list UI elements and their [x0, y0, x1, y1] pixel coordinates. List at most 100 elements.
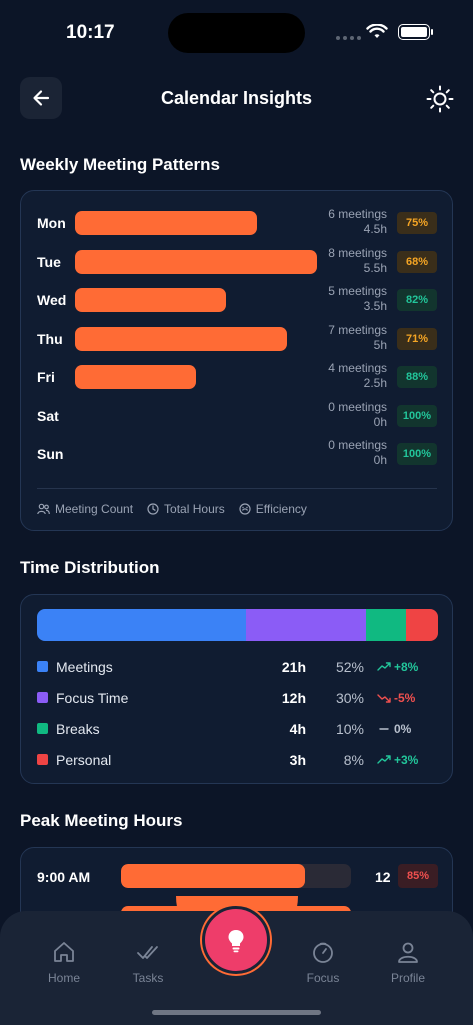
- peak-bar-fill: [121, 864, 305, 888]
- distribution-name: Breaks: [56, 721, 100, 737]
- weekday-bar: [75, 365, 196, 389]
- trend-flat-icon: [379, 728, 389, 730]
- distribution-hours: 4h: [289, 721, 306, 737]
- tab-profile[interactable]: Profile: [378, 939, 438, 985]
- distribution-trend: -5%: [377, 691, 415, 705]
- distribution-percent: 30%: [335, 690, 364, 706]
- trend-up-icon: [377, 755, 391, 764]
- peak-time: 9:00 AM: [37, 869, 91, 885]
- efficiency-badge: 82%: [397, 289, 437, 311]
- weekday-meetings: 8 meetings 5.5h: [328, 245, 387, 275]
- weekday-row: Fri 4 meetings 2.5h 88%: [37, 360, 437, 394]
- distribution-card: Meetings 21h 52% +8% Focus Time 12h 30% -5% Brea…: [20, 594, 453, 784]
- weekday-bar: [75, 326, 287, 351]
- peak-count: 12: [375, 869, 391, 885]
- lightbulb-icon: [228, 930, 244, 953]
- weekday-label: Wed: [37, 292, 67, 308]
- distribution-trend: +8%: [377, 660, 418, 674]
- trend-up-icon: [377, 662, 391, 671]
- weekly-card: Mon 6 meetings 4.5h 75% Tue 8 meetings 5.5h 68%…: [20, 190, 453, 531]
- distribution-percent: 8%: [343, 752, 364, 768]
- peak-percent-badge: 85%: [398, 864, 438, 888]
- distribution-trend: +3%: [377, 753, 418, 767]
- sun-icon[interactable]: [425, 84, 455, 114]
- dynamic-island: [168, 13, 305, 53]
- clock-icon: [147, 503, 159, 515]
- efficiency-badge: 100%: [397, 404, 437, 427]
- signal-icon: [336, 36, 361, 40]
- battery-icon: [398, 24, 433, 40]
- weekday-meetings: 6 meetings 4.5h: [328, 207, 387, 236]
- tab-focus[interactable]: Focus: [293, 939, 353, 985]
- weekday-bar: [75, 211, 257, 235]
- peak-bar-track: [121, 864, 351, 888]
- app-header: Calendar Insights: [0, 76, 473, 120]
- weekday-meetings: 5 meetings 3.5h: [328, 284, 387, 313]
- distribution-segment: [405, 609, 438, 641]
- insights-fab-button[interactable]: [202, 906, 270, 974]
- weekday-row: Thu 7 meetings 5h 71%: [37, 322, 437, 356]
- weekday-meetings: 0 meetings 0h: [328, 399, 387, 429]
- users-icon: [37, 503, 50, 515]
- distribution-swatch: [37, 754, 48, 765]
- legend-total-hours: Total Hours: [147, 502, 225, 516]
- status-time: 10:17: [66, 22, 115, 43]
- distribution-row: Meetings 21h 52% +8%: [37, 656, 437, 678]
- distribution-trend: 0%: [377, 722, 411, 736]
- efficiency-badge: 100%: [397, 443, 437, 465]
- timer-icon: [313, 942, 333, 963]
- tab-tasks[interactable]: Tasks: [118, 939, 178, 985]
- back-button[interactable]: [20, 77, 62, 119]
- distribution-name: Focus Time: [56, 690, 129, 706]
- weekday-meetings: 0 meetings 0h: [328, 438, 387, 467]
- page-title: Calendar Insights: [160, 88, 313, 108]
- weekday-label: Sun: [37, 446, 64, 462]
- weekday-label: Thu: [37, 330, 63, 347]
- weekday-row: Mon 6 meetings 4.5h 75%: [37, 206, 437, 240]
- weekly-legend: Meeting Count Total Hours Efficiency: [37, 502, 307, 516]
- distribution-name: Personal: [56, 752, 112, 768]
- efficiency-badge: 68%: [397, 250, 437, 273]
- weekday-meetings: 4 meetings 2.5h: [328, 361, 387, 390]
- distribution-percent: 52%: [335, 659, 364, 675]
- distribution-row: Personal 3h 8% +3%: [37, 749, 437, 771]
- peak-hour-row: 9:00 AM 12 85%: [37, 862, 438, 890]
- weekday-row: Sun 0 meetings 0h 100%: [37, 437, 437, 471]
- distribution-segment: [365, 609, 406, 641]
- arrow-left-icon: [33, 90, 50, 106]
- weekday-label: Mon: [37, 215, 66, 231]
- efficiency-badge: 88%: [397, 366, 437, 388]
- efficiency-badge: 71%: [397, 327, 437, 350]
- weekday-meetings: 7 meetings 5h: [328, 322, 387, 352]
- weekday-row: Wed 5 meetings 3.5h 82%: [37, 283, 437, 317]
- divider: [37, 488, 437, 489]
- user-icon: [398, 942, 418, 963]
- weekday-bar: [75, 288, 226, 312]
- distribution-hours: 3h: [289, 752, 306, 768]
- gauge-icon: [239, 503, 251, 515]
- distribution-row: Breaks 4h 10% 0%: [37, 718, 437, 740]
- weekly-section-title: Weekly Meeting Patterns: [20, 155, 220, 174]
- weekday-row: Tue 8 meetings 5.5h 68%: [37, 245, 437, 279]
- home-icon: [54, 942, 74, 962]
- distribution-swatch: [37, 661, 48, 672]
- weekday-label: Tue: [37, 253, 61, 270]
- legend-meeting-count: Meeting Count: [37, 502, 133, 516]
- distribution-hours: 12h: [281, 690, 306, 706]
- efficiency-badge: 75%: [397, 212, 437, 234]
- distribution-segment: [245, 609, 366, 641]
- weekday-label: Sat: [37, 407, 59, 424]
- double-check-icon: [137, 946, 158, 959]
- distribution-swatch: [37, 692, 48, 703]
- distribution-percent: 10%: [335, 721, 364, 737]
- distribution-stacked-bar: [37, 609, 438, 641]
- home-indicator: [152, 1010, 321, 1015]
- wifi-icon: [366, 24, 388, 38]
- tab-home[interactable]: Home: [34, 939, 94, 985]
- distribution-swatch: [37, 723, 48, 734]
- status-bar: 10:17: [0, 0, 473, 64]
- distribution-name: Meetings: [56, 659, 113, 675]
- weekday-label: Fri: [37, 369, 55, 385]
- weekday-bar: [75, 249, 317, 274]
- weekday-row: Sat 0 meetings 0h 100%: [37, 399, 437, 433]
